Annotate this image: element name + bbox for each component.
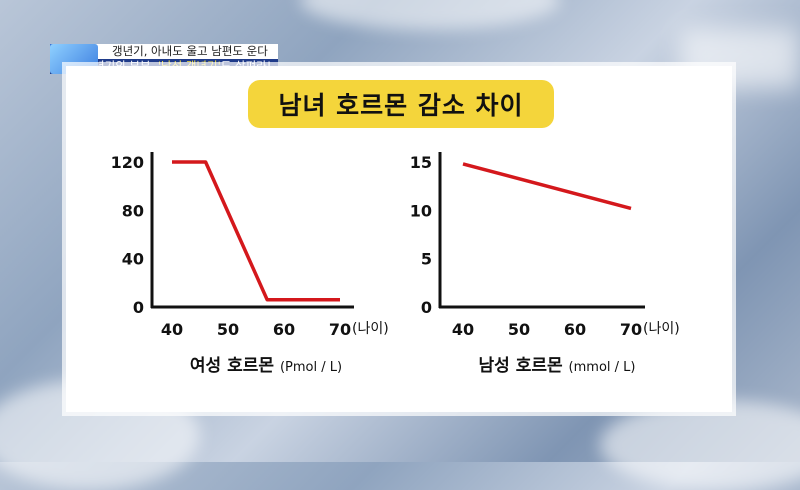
y-tick-label: 40 xyxy=(122,250,144,269)
x-axis-title-unit: (Pmol / L) xyxy=(280,360,342,375)
female-hormone-chart: 0 40 80 120 40 50 60 70 (나이) 여성 호르몬 (Pmol / L) xyxy=(111,152,389,376)
x-axis-title-unit: (mmol / L) xyxy=(569,360,636,375)
series-line xyxy=(172,160,340,302)
y-tick-label: 0 xyxy=(133,298,144,317)
y-tick-label: 5 xyxy=(421,250,432,269)
x-tick-label: 50 xyxy=(217,320,239,339)
x-unit-label: (나이) xyxy=(643,321,680,337)
x-axis-title: 여성 호르몬 (Pmol / L) xyxy=(190,356,342,376)
y-tick-label: 15 xyxy=(410,153,432,172)
x-axis-title: 남성 호르몬 (mmol / L) xyxy=(479,356,636,376)
y-tick-label: 120 xyxy=(111,153,144,172)
y-tick-label: 10 xyxy=(410,201,432,220)
x-tick-label: 40 xyxy=(452,320,474,339)
x-axis-title-main: 여성 호르몬 xyxy=(190,356,280,376)
x-unit-label: (나이) xyxy=(352,321,389,337)
caption-line1: 갱년기, 아내도 울고 남편도 운다 xyxy=(50,44,278,59)
y-tick-label: 0 xyxy=(421,298,432,317)
x-tick-label: 70 xyxy=(620,320,642,339)
x-axis-title-main: 남성 호르몬 xyxy=(479,356,569,376)
y-tick-label: 80 xyxy=(122,201,144,220)
male-hormone-chart: 0 5 10 15 40 50 60 70 (나이) 남성 호르몬 (mmol / L) xyxy=(410,152,680,376)
x-tick-label: 40 xyxy=(161,320,183,339)
series-line xyxy=(462,162,632,211)
chart-title: 남녀 호르몬 감소 차이 xyxy=(248,80,554,128)
x-tick-label: 50 xyxy=(508,320,530,339)
x-tick-label: 60 xyxy=(564,320,586,339)
x-tick-label: 60 xyxy=(273,320,295,339)
x-tick-label: 70 xyxy=(329,320,351,339)
